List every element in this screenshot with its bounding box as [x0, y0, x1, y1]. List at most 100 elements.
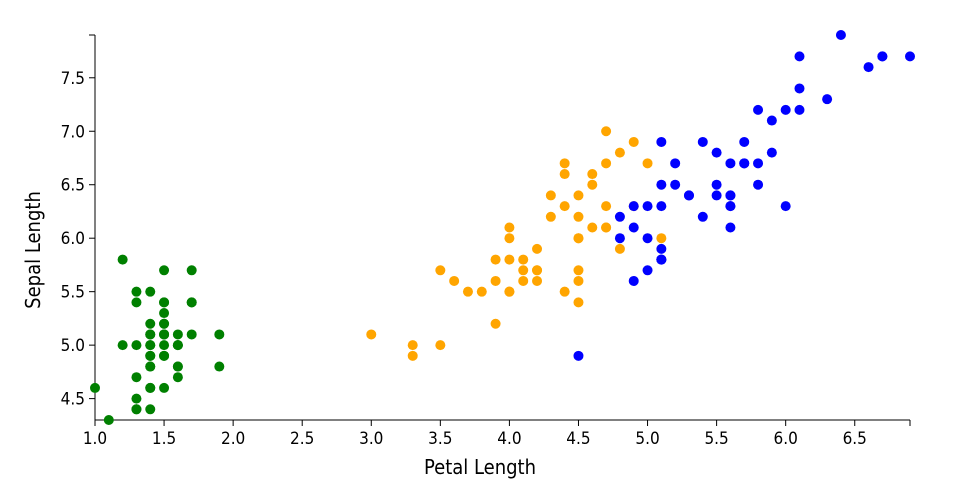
point — [90, 382, 100, 393]
point — [435, 265, 446, 276]
point — [614, 243, 625, 254]
y-axis-title: Sepal Length — [21, 191, 45, 309]
point — [656, 179, 667, 190]
point — [587, 222, 598, 233]
point — [614, 233, 625, 244]
point — [476, 286, 487, 297]
point — [172, 329, 183, 340]
point — [601, 126, 612, 137]
point — [186, 329, 197, 340]
point — [739, 158, 750, 169]
point — [753, 158, 764, 169]
point — [559, 201, 570, 212]
point — [656, 201, 667, 212]
point — [159, 340, 170, 351]
point — [214, 361, 225, 372]
point — [145, 350, 156, 361]
point — [573, 297, 584, 308]
point — [863, 62, 874, 73]
point — [545, 190, 556, 201]
x-tick-label: 2.0 — [221, 429, 245, 449]
point — [725, 158, 736, 169]
point — [725, 201, 736, 212]
point — [186, 297, 197, 308]
point — [766, 147, 777, 158]
point — [697, 136, 708, 147]
point — [504, 222, 515, 233]
y-tick-label: 5.0 — [61, 336, 85, 356]
point — [504, 254, 515, 265]
point — [573, 190, 584, 201]
point — [670, 158, 681, 169]
point — [559, 286, 570, 297]
point — [159, 297, 170, 308]
point — [835, 30, 846, 40]
point — [573, 211, 584, 222]
point — [532, 275, 543, 286]
point — [532, 265, 543, 276]
point — [131, 372, 142, 383]
point — [794, 83, 805, 94]
point — [145, 404, 156, 415]
point — [656, 136, 667, 147]
point — [642, 265, 653, 276]
point — [573, 265, 584, 276]
point — [545, 211, 556, 222]
point — [794, 104, 805, 115]
point — [780, 104, 791, 115]
point — [186, 265, 197, 276]
y-tick-label: 7.5 — [61, 69, 85, 89]
point — [711, 179, 722, 190]
point — [504, 286, 515, 297]
point — [145, 318, 156, 329]
point — [159, 318, 170, 329]
x-tick-label: 2.5 — [290, 429, 314, 449]
point — [145, 286, 156, 297]
x-tick-label: 4.0 — [497, 429, 521, 449]
point — [670, 179, 681, 190]
point — [131, 393, 142, 404]
x-tick-label: 1.0 — [83, 429, 107, 449]
point — [711, 190, 722, 201]
y-tick-label: 7.0 — [61, 122, 85, 142]
point — [628, 201, 639, 212]
point — [739, 136, 750, 147]
point — [642, 158, 653, 169]
x-tick-label: 3.5 — [428, 429, 452, 449]
point — [159, 382, 170, 393]
x-tick-label: 6.5 — [843, 429, 867, 449]
point — [407, 340, 418, 351]
point — [103, 415, 114, 425]
point — [490, 275, 501, 286]
point — [504, 233, 515, 244]
x-tick-label: 5.5 — [704, 429, 728, 449]
point — [725, 190, 736, 201]
point — [407, 350, 418, 361]
point — [656, 233, 667, 244]
point — [117, 340, 128, 351]
point — [628, 222, 639, 233]
x-axis-title: Petal Length — [424, 455, 536, 479]
point — [214, 329, 225, 340]
point — [697, 211, 708, 222]
point — [601, 222, 612, 233]
x-tick-label: 3.0 — [359, 429, 383, 449]
point — [587, 169, 598, 180]
x-tick-label: 1.5 — [152, 429, 176, 449]
point — [573, 233, 584, 244]
y-tick-label: 6.0 — [61, 229, 85, 249]
point — [683, 190, 694, 201]
point — [131, 286, 142, 297]
point — [172, 372, 183, 383]
point — [159, 265, 170, 276]
point — [145, 361, 156, 372]
point — [159, 329, 170, 340]
point — [145, 340, 156, 351]
point — [159, 308, 170, 319]
point — [145, 382, 156, 393]
y-tick-label: 5.5 — [61, 283, 85, 303]
point — [131, 404, 142, 415]
point — [642, 201, 653, 212]
y-tick-label: 4.5 — [61, 390, 85, 410]
